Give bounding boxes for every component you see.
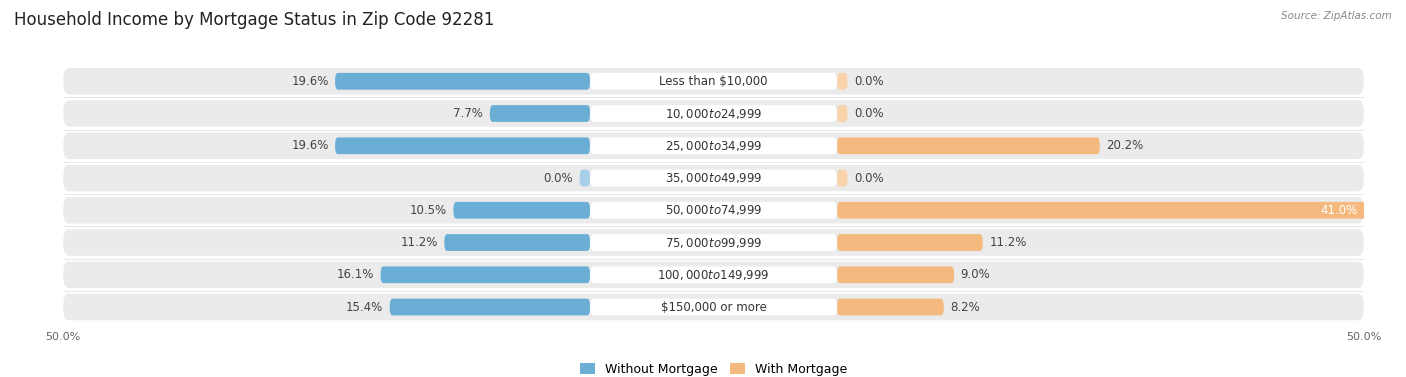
Legend: Without Mortgage, With Mortgage: Without Mortgage, With Mortgage [575,358,852,377]
Text: Less than $10,000: Less than $10,000 [659,75,768,88]
FancyBboxPatch shape [63,133,1364,159]
FancyBboxPatch shape [591,299,837,316]
Text: 16.1%: 16.1% [336,268,374,281]
Text: 15.4%: 15.4% [346,300,384,314]
Text: 11.2%: 11.2% [401,236,437,249]
Text: 0.0%: 0.0% [544,172,574,184]
FancyBboxPatch shape [389,299,591,316]
Text: 0.0%: 0.0% [853,107,883,120]
FancyBboxPatch shape [381,267,591,283]
FancyBboxPatch shape [579,170,591,186]
Text: 8.2%: 8.2% [950,300,980,314]
FancyBboxPatch shape [63,197,1364,224]
Text: $35,000 to $49,999: $35,000 to $49,999 [665,171,762,185]
FancyBboxPatch shape [591,202,837,219]
FancyBboxPatch shape [63,262,1364,288]
FancyBboxPatch shape [335,137,591,154]
FancyBboxPatch shape [591,170,837,186]
Text: 10.5%: 10.5% [409,204,447,217]
Text: $25,000 to $34,999: $25,000 to $34,999 [665,139,762,153]
FancyBboxPatch shape [444,234,591,251]
FancyBboxPatch shape [591,267,837,283]
FancyBboxPatch shape [837,267,955,283]
FancyBboxPatch shape [335,73,591,90]
Text: $10,000 to $24,999: $10,000 to $24,999 [665,107,762,121]
Text: 20.2%: 20.2% [1107,139,1143,152]
Text: $150,000 or more: $150,000 or more [661,300,766,314]
Text: 41.0%: 41.0% [1320,204,1357,217]
FancyBboxPatch shape [63,165,1364,191]
FancyBboxPatch shape [837,299,943,316]
Text: Household Income by Mortgage Status in Zip Code 92281: Household Income by Mortgage Status in Z… [14,11,495,29]
FancyBboxPatch shape [837,202,1371,219]
Text: $100,000 to $149,999: $100,000 to $149,999 [658,268,769,282]
Text: $75,000 to $99,999: $75,000 to $99,999 [665,236,762,250]
FancyBboxPatch shape [591,137,837,154]
Text: 11.2%: 11.2% [990,236,1026,249]
FancyBboxPatch shape [837,170,848,186]
FancyBboxPatch shape [63,294,1364,320]
Text: 7.7%: 7.7% [454,107,484,120]
Text: $50,000 to $74,999: $50,000 to $74,999 [665,203,762,217]
FancyBboxPatch shape [837,105,848,122]
FancyBboxPatch shape [489,105,591,122]
FancyBboxPatch shape [837,137,1099,154]
FancyBboxPatch shape [591,73,837,90]
Text: 19.6%: 19.6% [291,75,329,88]
FancyBboxPatch shape [453,202,591,219]
FancyBboxPatch shape [63,100,1364,127]
Text: 19.6%: 19.6% [291,139,329,152]
FancyBboxPatch shape [837,73,848,90]
Text: Source: ZipAtlas.com: Source: ZipAtlas.com [1281,11,1392,21]
Text: 0.0%: 0.0% [853,172,883,184]
FancyBboxPatch shape [63,68,1364,95]
FancyBboxPatch shape [591,234,837,251]
FancyBboxPatch shape [837,234,983,251]
Text: 0.0%: 0.0% [853,75,883,88]
FancyBboxPatch shape [63,229,1364,256]
FancyBboxPatch shape [591,105,837,122]
Text: 9.0%: 9.0% [960,268,990,281]
